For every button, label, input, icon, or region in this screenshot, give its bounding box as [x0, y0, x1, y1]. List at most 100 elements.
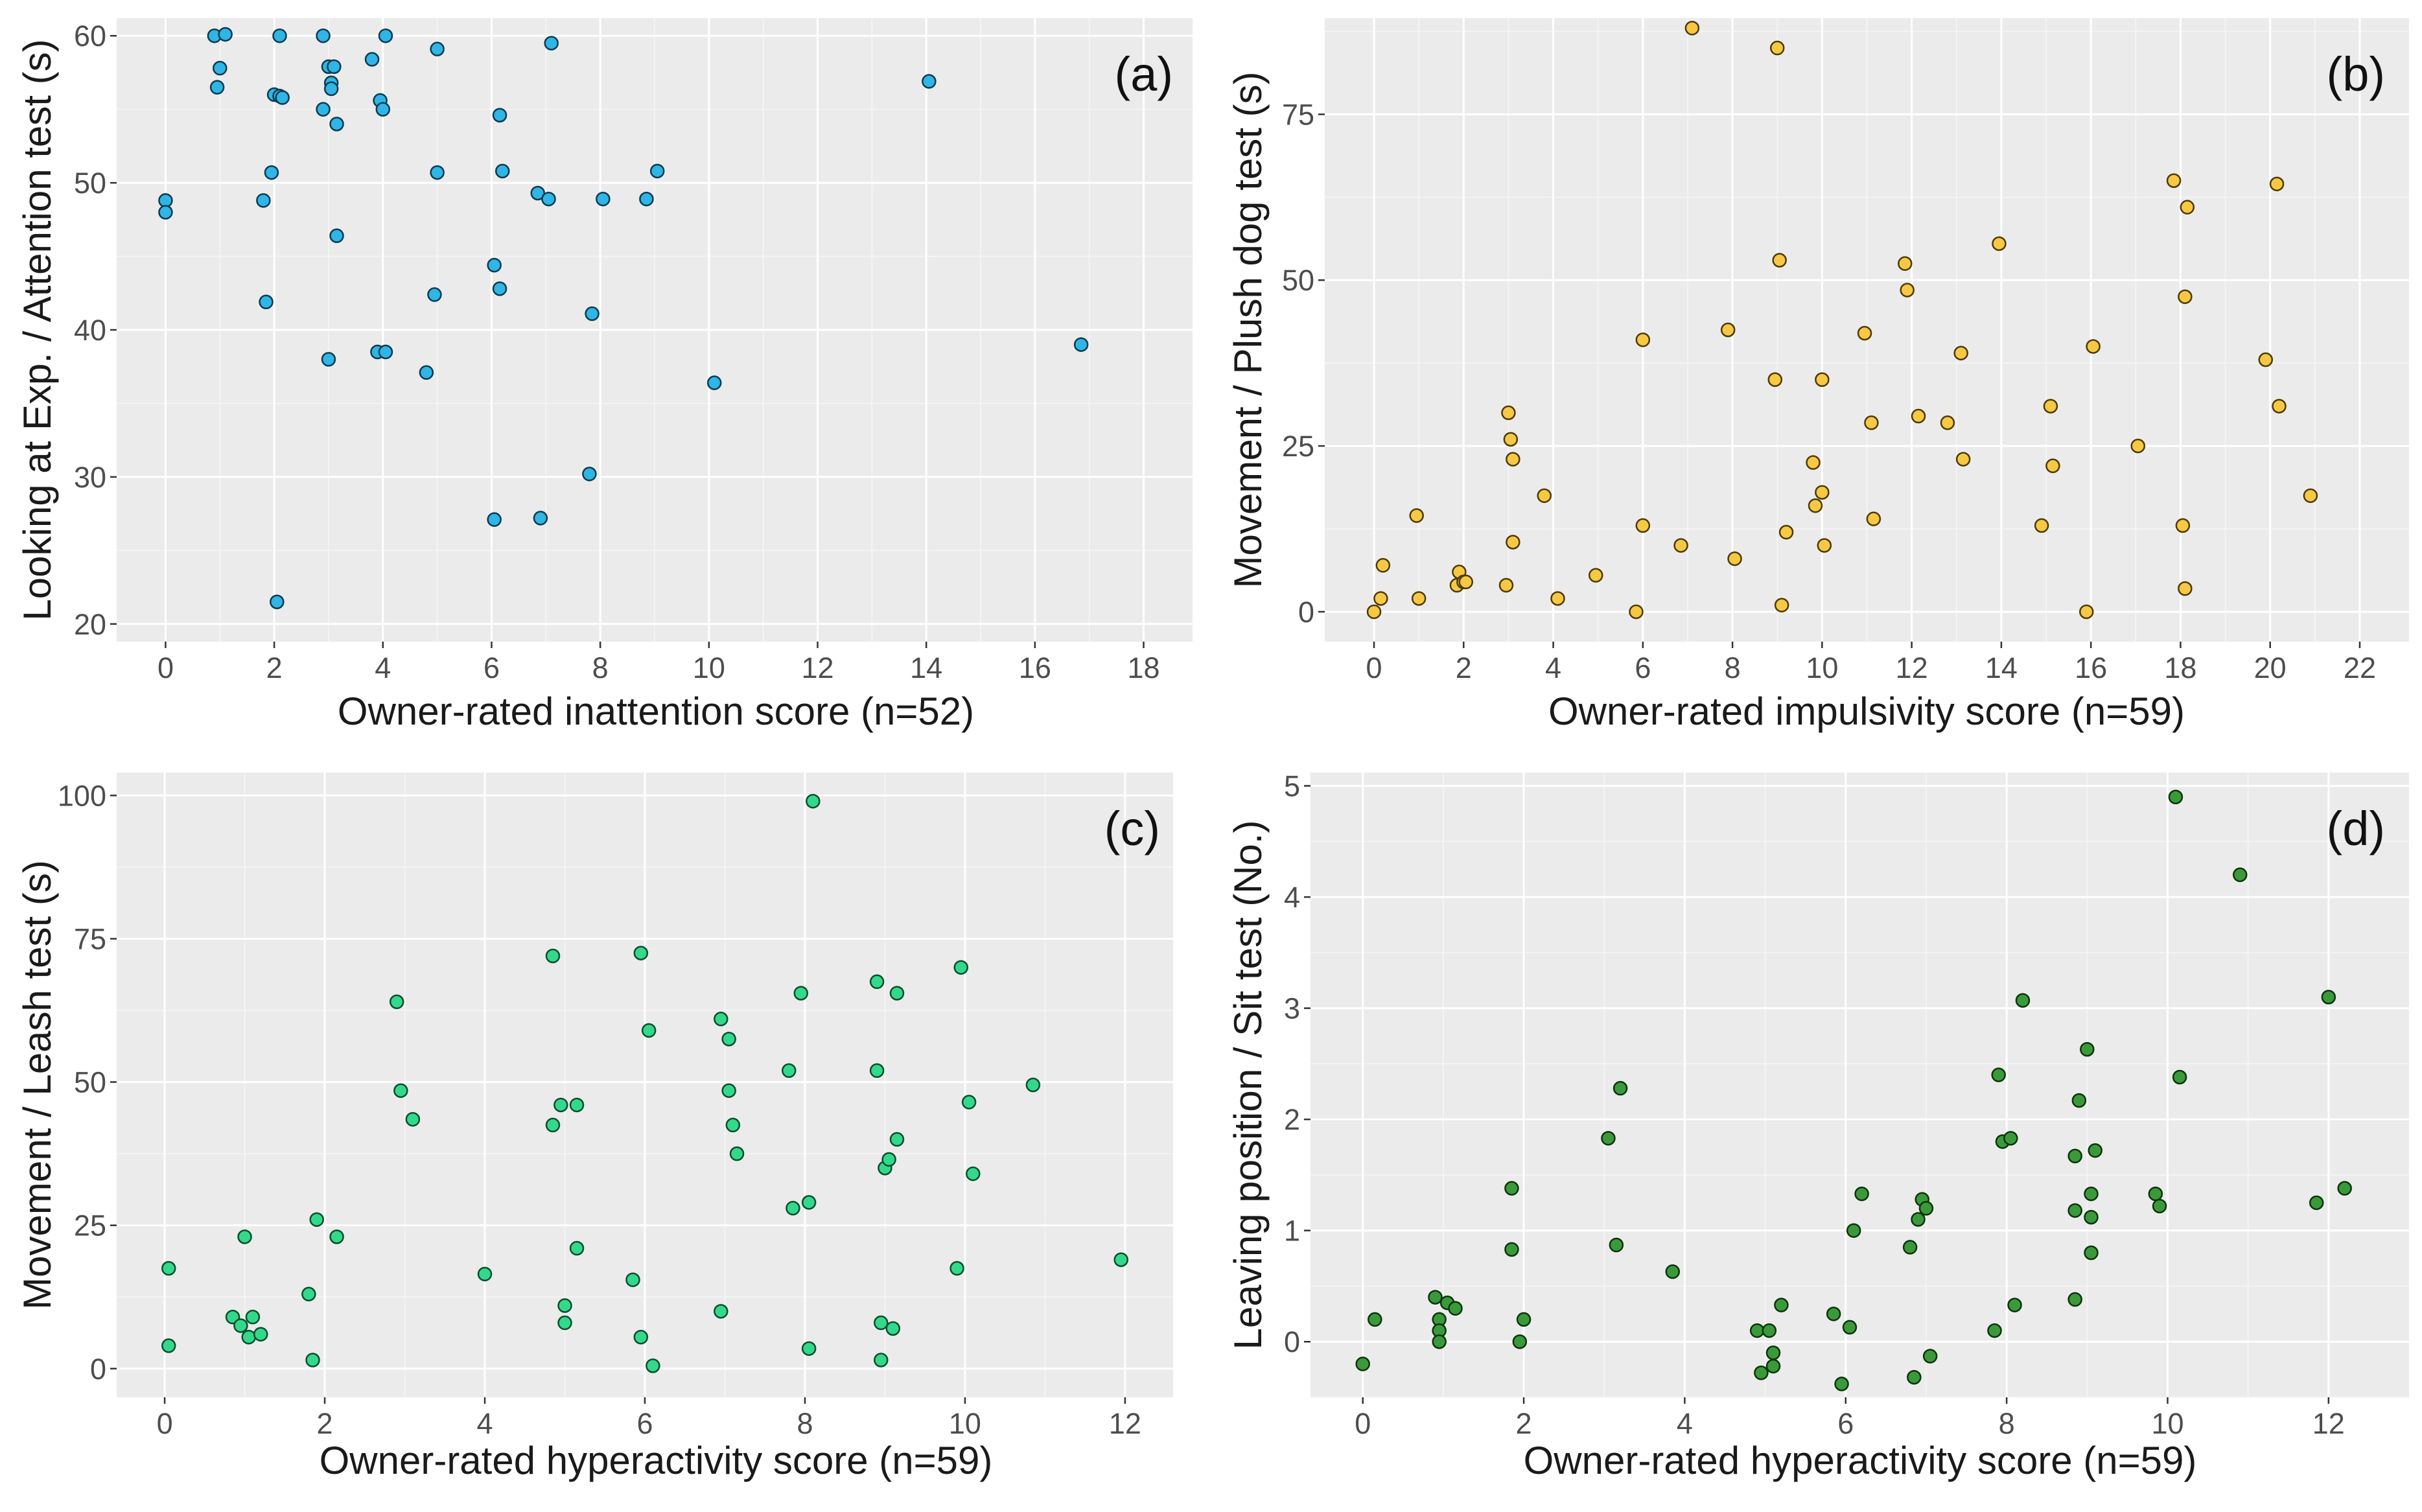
- data-point: [327, 59, 342, 75]
- data-point: [477, 1266, 493, 1282]
- y-tick-label: 0: [1298, 596, 1314, 629]
- x-axis-title-b: Owner-rated impulsivity score (n=59): [1548, 690, 2185, 733]
- data-point: [1817, 538, 1832, 553]
- data-point: [329, 228, 344, 244]
- scatter-panel-a: 0 2 4 6 8 10 12 14 16 18 20 30 40 50 60 (a) Owner-rate…: [0, 0, 1211, 754]
- data-point: [1373, 591, 1388, 606]
- x-tick-label: 0: [157, 651, 174, 684]
- data-point: [329, 1229, 344, 1244]
- y-axis-title-c: Movement / Leash test (s): [16, 860, 59, 1310]
- scatter-panel-c: 0 2 4 6 8 10 12 0 25 50 75 100 (c) Owner-rated hype…: [0, 754, 1211, 1509]
- x-tick-label: 6: [636, 1407, 653, 1440]
- x-axis-title-d: Owner-rated hyperactivity score (n=59): [1524, 1439, 2197, 1482]
- data-point: [2071, 1093, 2087, 1108]
- data-point: [1898, 256, 1913, 271]
- x-tick-label: 2: [1456, 651, 1472, 684]
- data-point: [1673, 538, 1688, 553]
- chart-c: 0 2 4 6 8 10 12 0 25 50 75 100 (c) Owner-rated hype…: [16, 773, 1173, 1482]
- plot-background: [1310, 773, 2409, 1397]
- data-point: [889, 986, 905, 1001]
- data-point: [1826, 1307, 1841, 1321]
- data-point: [1613, 1080, 1628, 1096]
- data-point: [1537, 488, 1552, 504]
- y-tick-label: 20: [74, 608, 106, 641]
- x-tick-label: 12: [2312, 1407, 2345, 1440]
- data-point: [389, 994, 404, 1010]
- data-point: [1113, 1252, 1128, 1267]
- data-point: [569, 1097, 585, 1113]
- data-point: [487, 512, 502, 527]
- data-point: [729, 1146, 745, 1161]
- data-point: [2168, 789, 2183, 804]
- x-tick-label: 6: [1837, 1407, 1854, 1440]
- data-point: [1512, 1334, 1528, 1349]
- data-point: [541, 191, 556, 207]
- data-point: [378, 344, 393, 360]
- data-point: [1601, 1131, 1616, 1146]
- x-tick-label: 22: [2344, 651, 2376, 684]
- data-point: [2272, 399, 2287, 413]
- y-tick-label: 30: [74, 461, 106, 494]
- data-point: [596, 191, 611, 207]
- data-point: [2152, 1198, 2167, 1214]
- data-point: [495, 163, 510, 179]
- x-tick-label: 8: [797, 1407, 813, 1440]
- y-tick-label: 50: [74, 1066, 106, 1099]
- panel-tag-d: (d): [2327, 802, 2385, 855]
- x-tick-label: 10: [1806, 651, 1838, 684]
- data-point: [1854, 1186, 1869, 1202]
- data-point: [649, 163, 665, 179]
- data-point: [1922, 1349, 1938, 1364]
- y-tick-label: 5: [1284, 770, 1300, 803]
- data-point: [253, 1327, 268, 1342]
- data-point: [1857, 325, 1872, 341]
- data-point: [1940, 415, 1955, 430]
- data-point: [233, 1318, 248, 1333]
- data-point: [301, 1286, 316, 1302]
- x-tick-label: 14: [1985, 651, 2018, 684]
- data-point: [1767, 372, 1783, 388]
- data-point: [2178, 289, 2193, 305]
- chart-a: 0 2 4 6 8 10 12 14 16 18 20 30 40 50 60 (a) Owner-rate…: [16, 18, 1193, 733]
- data-point: [2084, 1186, 2099, 1202]
- data-point: [1808, 498, 1823, 513]
- data-point: [275, 90, 290, 105]
- data-point: [2043, 399, 2058, 413]
- y-tick-label: 0: [1284, 1325, 1300, 1358]
- data-point: [161, 1338, 176, 1353]
- data-point: [1516, 1312, 1531, 1327]
- x-tick-label: 6: [1635, 651, 1651, 684]
- data-point: [364, 52, 380, 67]
- data-point: [786, 1200, 800, 1216]
- data-point: [881, 1152, 896, 1167]
- x-tick-label: 14: [910, 651, 942, 684]
- data-point: [869, 974, 885, 990]
- y-axis-title-b: Movement / Plush dog test (s): [1226, 72, 1270, 588]
- data-point: [305, 1353, 320, 1367]
- data-point: [721, 1031, 736, 1047]
- data-point: [557, 1315, 572, 1331]
- data-point: [1866, 511, 1881, 526]
- y-axis-title-a: Looking at Exp. / Attention test (s): [16, 39, 59, 620]
- data-point: [1504, 1181, 1519, 1196]
- y-tick-label: 25: [1282, 430, 1314, 463]
- data-point: [323, 81, 339, 97]
- data-point: [419, 365, 434, 380]
- data-point: [2172, 1069, 2187, 1085]
- y-tick-label: 100: [58, 779, 106, 812]
- x-tick-label: 10: [949, 1407, 981, 1440]
- data-point: [782, 1063, 797, 1078]
- data-point: [316, 102, 331, 117]
- data-point: [1506, 535, 1520, 550]
- x-tick-label: 6: [483, 651, 500, 684]
- panel-tag-c: (c): [1104, 802, 1160, 855]
- data-point: [2130, 438, 2145, 454]
- y-axis-title-d: Leaving position / Sit test (No.): [1226, 820, 1270, 1349]
- panel-tag-a: (a): [1115, 47, 1173, 101]
- data-point: [430, 165, 445, 180]
- data-point: [625, 1272, 640, 1287]
- data-point: [557, 1298, 572, 1313]
- data-point: [553, 1097, 568, 1113]
- data-point: [1806, 455, 1821, 470]
